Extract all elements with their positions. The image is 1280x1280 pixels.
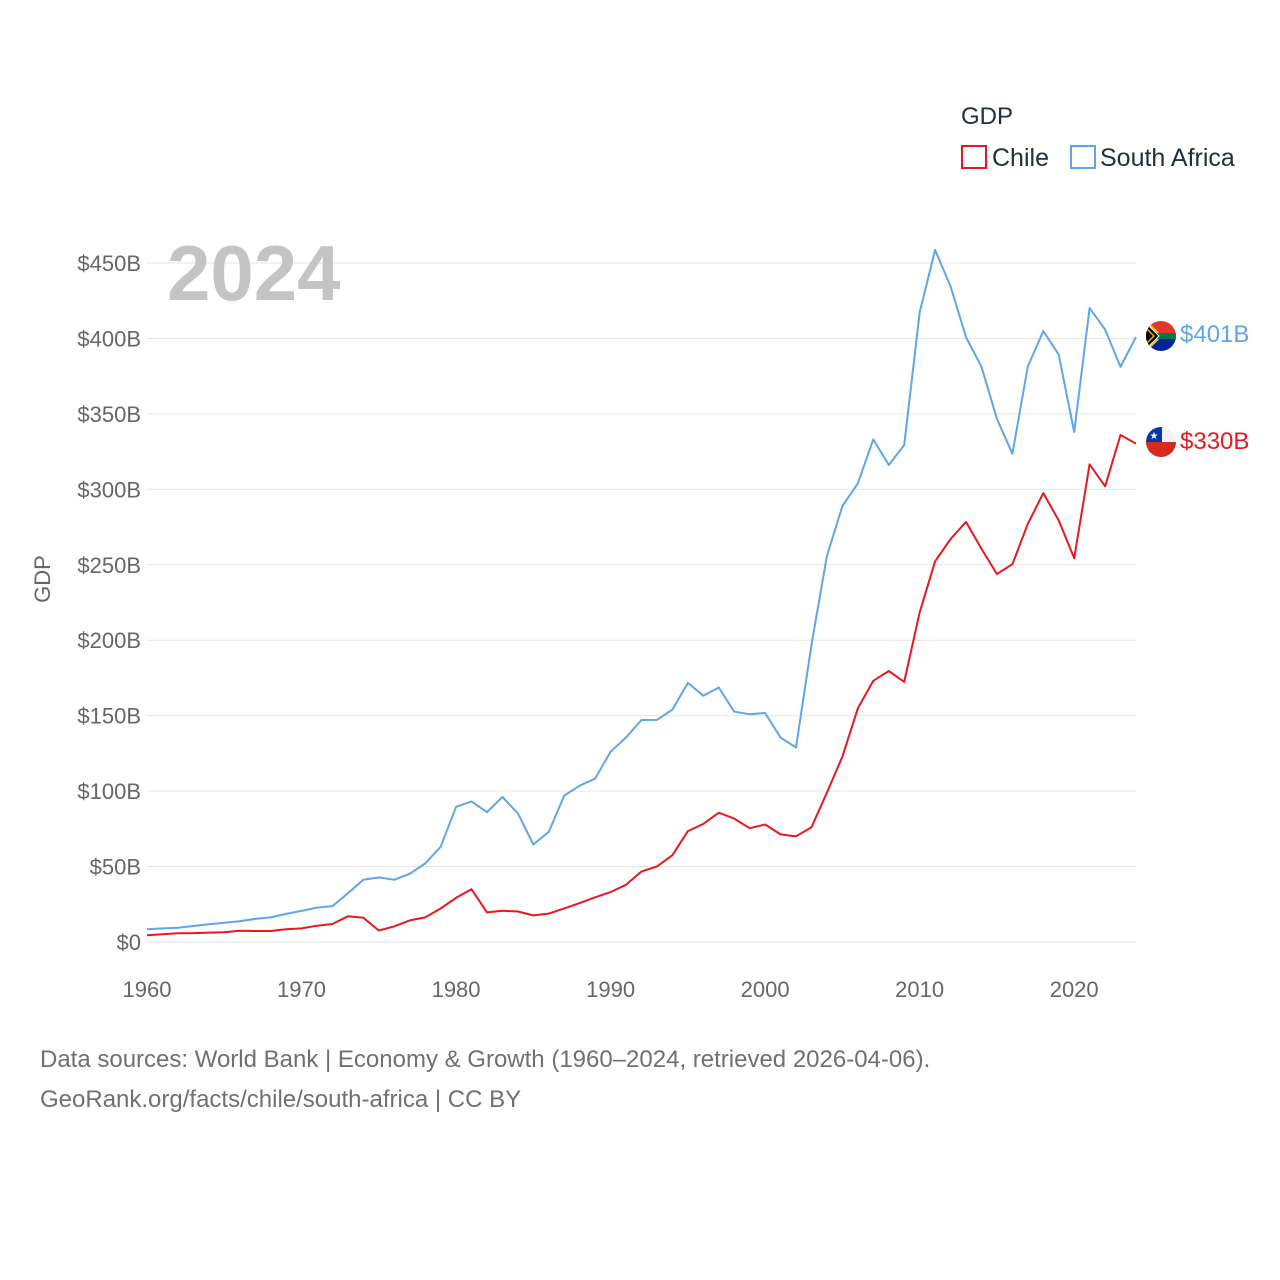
legend-label-chile: Chile	[992, 144, 1049, 172]
x-tick-label: 1980	[432, 977, 481, 1002]
y-tick-label: $100B	[77, 779, 141, 804]
legend-swatch-south-africa	[1070, 145, 1096, 169]
y-tick-label: $300B	[77, 477, 141, 502]
legend: GDP Chile South Africa	[961, 103, 1235, 172]
south-africa-flag-icon	[1146, 321, 1176, 351]
y-tick-label: $400B	[77, 326, 141, 351]
current-year-label: 2024	[167, 229, 341, 317]
y-tick-label: $0	[117, 930, 141, 955]
series-line-chile[interactable]	[146, 434, 1137, 937]
series-lines	[146, 248, 1137, 937]
y-axis-ticks: $0 $50B $100B $150B $200B $250B $300B $350B $400…	[77, 251, 141, 955]
x-tick-label: 1990	[586, 977, 635, 1002]
x-tick-label: 2010	[895, 977, 944, 1002]
legend-swatch-chile	[961, 145, 987, 169]
y-tick-label: $450B	[77, 251, 141, 276]
series-line-south-africa[interactable]	[146, 248, 1137, 931]
legend-item-chile[interactable]: Chile	[961, 144, 1049, 172]
legend-label-south-africa: South Africa	[1100, 144, 1235, 172]
y-tick-label: $200B	[77, 628, 141, 653]
y-tick-label: $250B	[77, 553, 141, 578]
y-tick-label: $350B	[77, 402, 141, 427]
source-url[interactable]: GeoRank.org/facts/chile/south-africa | C…	[40, 1086, 522, 1113]
gridlines	[147, 262, 1136, 943]
x-axis-ticks: 1960 1970 1980 1990 2000 2010 2020	[123, 977, 1099, 1002]
x-tick-label: 1970	[277, 977, 326, 1002]
legend-item-south-africa[interactable]: South Africa	[1070, 144, 1235, 172]
svg-text:★: ★	[1150, 431, 1159, 442]
chile-flag-icon: ★	[1146, 427, 1176, 457]
legend-title: GDP	[961, 103, 1013, 130]
x-tick-label: 2020	[1050, 977, 1099, 1002]
x-tick-label: 2000	[741, 977, 790, 1002]
y-tick-label: $50B	[90, 855, 141, 880]
source-line: Data sources: World Bank | Economy & Gro…	[40, 1046, 931, 1073]
end-label-chile: $330B	[1180, 428, 1249, 455]
y-tick-label: $150B	[77, 704, 141, 729]
data-sources-footer: Data sources: World Bank | Economy & Gro…	[40, 1040, 930, 1120]
end-label-south-africa: $401B	[1180, 321, 1249, 348]
y-axis-label: GDP	[30, 555, 55, 603]
x-tick-label: 1960	[123, 977, 172, 1002]
